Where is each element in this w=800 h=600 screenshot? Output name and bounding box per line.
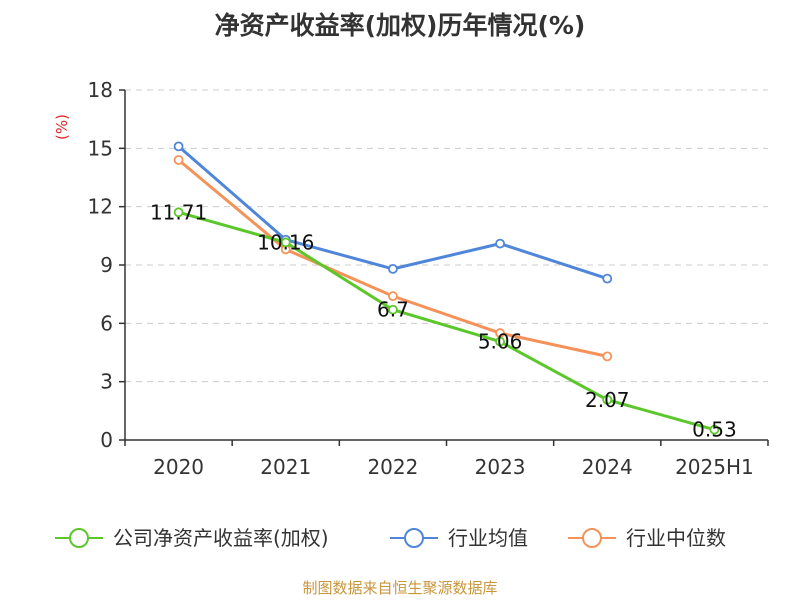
x-tick-label: 2025H1 — [675, 455, 754, 479]
legend-label-2: 行业中位数 — [626, 526, 726, 550]
y-tick-label: 0 — [100, 428, 113, 452]
legend-marker-0 — [69, 528, 89, 548]
grid-layer — [125, 89, 768, 383]
data-point-2 — [173, 155, 184, 165]
chart-title: 净资产收益率(加权)历年情况(%) — [215, 11, 586, 40]
y-unit-label: (%) — [53, 114, 71, 140]
source-note: 制图数据来自恒生聚源数据库 — [302, 579, 497, 597]
x-tick-label: 2022 — [367, 455, 418, 479]
data-point-1 — [495, 238, 505, 249]
data-point-0 — [495, 336, 505, 347]
data-point-1 — [602, 273, 613, 284]
y-tick-label: 12 — [88, 195, 113, 219]
data-point-2 — [388, 291, 398, 302]
data-point-0 — [388, 304, 398, 315]
y-tick-label: 9 — [100, 253, 113, 277]
data-point-2 — [602, 351, 613, 362]
data-point-0 — [280, 237, 291, 248]
y-tick-label: 18 — [88, 78, 113, 102]
data-label-layer: 11.71 10.16 6.7 5.06 2.07 0.53 — [150, 200, 737, 441]
data-point-0 — [173, 207, 184, 218]
data-point-1 — [388, 263, 398, 274]
data-label: 6.7 — [377, 298, 409, 322]
x-tick-label: 2021 — [260, 455, 311, 479]
axis-layer: 0 3 6 9 12 15 18 2020 2021 2022 2023 2024 2025H1 — [88, 78, 769, 479]
y-tick-label: 3 — [100, 370, 113, 394]
y-tick-label: 6 — [100, 311, 113, 335]
legend-marker-1 — [404, 528, 424, 548]
data-point-0 — [709, 424, 720, 435]
legend-label-0: 公司净资产收益率(加权) — [113, 526, 329, 550]
data-label: 0.53 — [692, 418, 737, 442]
legend: 公司净资产收益率(加权) 行业均值 行业中位数 — [55, 526, 726, 550]
series-line-0 — [177, 210, 716, 432]
x-tick-label: 2024 — [582, 455, 633, 479]
data-label: 10.16 — [257, 230, 314, 254]
y-tick-label: 15 — [88, 136, 113, 160]
data-point-0 — [602, 394, 613, 405]
data-label: 2.07 — [585, 388, 630, 412]
x-tick-label: 2020 — [153, 455, 204, 479]
data-label: 5.06 — [478, 330, 523, 354]
legend-label-1: 行业均值 — [448, 526, 528, 550]
data-label: 11.71 — [150, 200, 207, 224]
series-layer — [173, 141, 720, 435]
legend-marker-2 — [582, 528, 602, 548]
x-tick-label: 2023 — [475, 455, 526, 479]
data-point-1 — [173, 141, 184, 152]
